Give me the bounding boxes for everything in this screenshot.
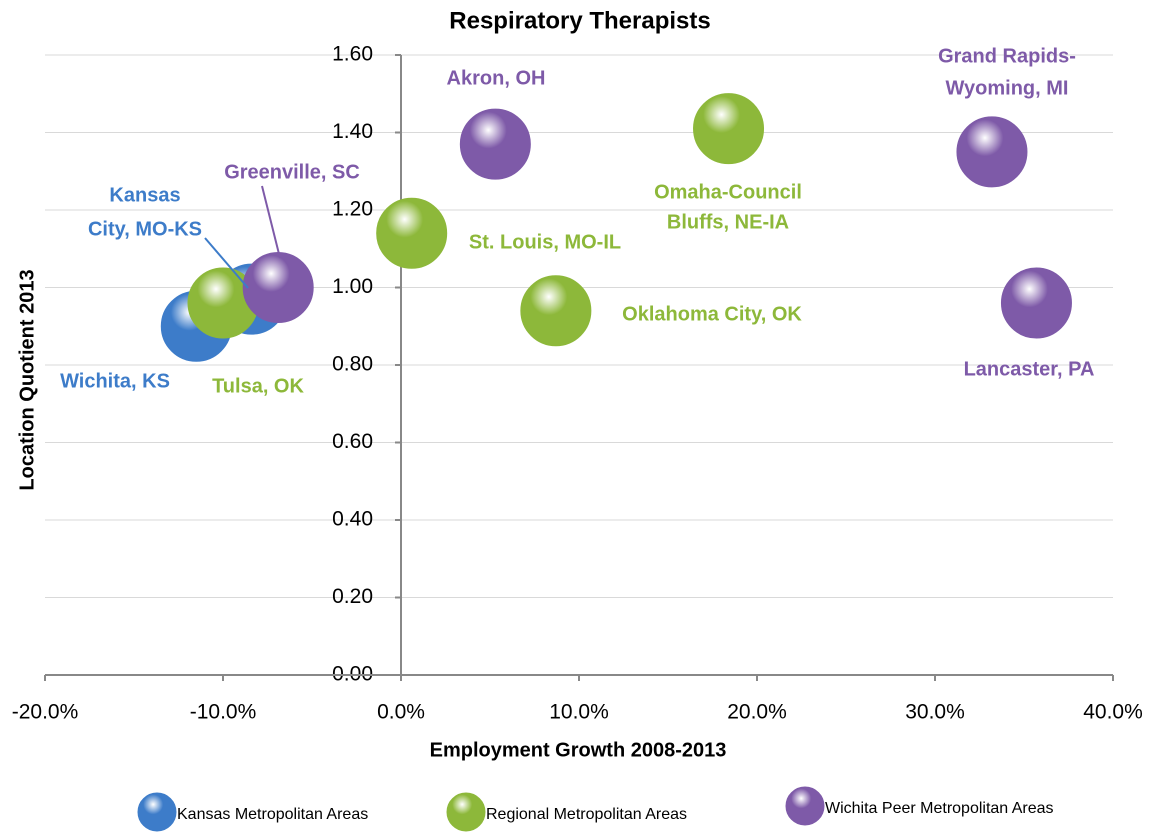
legend-marker <box>137 792 177 832</box>
x-tick-label: 20.0% <box>727 701 787 724</box>
bubble <box>242 252 314 323</box>
x-tick-label: 10.0% <box>549 701 609 724</box>
bubble <box>520 275 592 347</box>
data-label: Tulsa, OK <box>212 375 304 397</box>
y-tick-label: 1.40 <box>332 120 373 143</box>
data-label: City, MO-KS <box>88 218 202 240</box>
y-tick-label: 0.60 <box>332 430 373 453</box>
x-tick-label: -10.0% <box>190 701 257 724</box>
y-tick-label: 1.60 <box>332 43 373 66</box>
x-tick-label: 30.0% <box>905 701 965 724</box>
bubble <box>693 93 765 165</box>
bubble <box>956 116 1028 188</box>
data-label: Oklahoma City, OK <box>622 303 802 325</box>
legend-marker <box>446 792 486 832</box>
legend-label: Wichita Peer Metropolitan Areas <box>825 800 1054 817</box>
data-label: Bluffs, NE-IA <box>667 211 789 233</box>
data-label: Omaha-Council <box>654 181 802 203</box>
data-label: Wyoming, MI <box>946 77 1069 99</box>
bubble <box>376 197 448 269</box>
y-tick-label: 1.20 <box>332 198 373 221</box>
leader-line <box>204 237 249 289</box>
y-axis-label: Location Quotient 2013 <box>16 269 38 490</box>
data-label: Kansas <box>109 184 180 206</box>
legend-label: Kansas Metropolitan Areas <box>177 806 368 823</box>
legend-marker <box>785 786 825 826</box>
chart-title: Respiratory Therapists <box>449 7 710 34</box>
data-label: Lancaster, PA <box>964 358 1095 380</box>
bubble <box>459 108 531 180</box>
data-label: Greenville, SC <box>224 161 360 183</box>
x-axis-label: Employment Growth 2008-2013 <box>430 739 727 761</box>
legend-label: Regional Metropolitan Areas <box>486 806 687 823</box>
bubble <box>1000 267 1072 339</box>
y-tick-label: 1.00 <box>332 275 373 298</box>
leader-line <box>261 185 281 259</box>
y-tick-label: 0.20 <box>332 585 373 608</box>
data-label: St. Louis, MO-IL <box>469 231 621 253</box>
y-tick-label: 0.80 <box>332 353 373 376</box>
x-tick-label: -20.0% <box>12 701 79 724</box>
x-tick-label: 40.0% <box>1083 701 1143 724</box>
x-tick-label: 0.0% <box>377 701 425 724</box>
data-label: Wichita, KS <box>60 370 170 392</box>
data-label: Grand Rapids- <box>938 45 1076 67</box>
data-label: Akron, OH <box>447 67 546 89</box>
y-tick-label: 0.40 <box>332 508 373 531</box>
